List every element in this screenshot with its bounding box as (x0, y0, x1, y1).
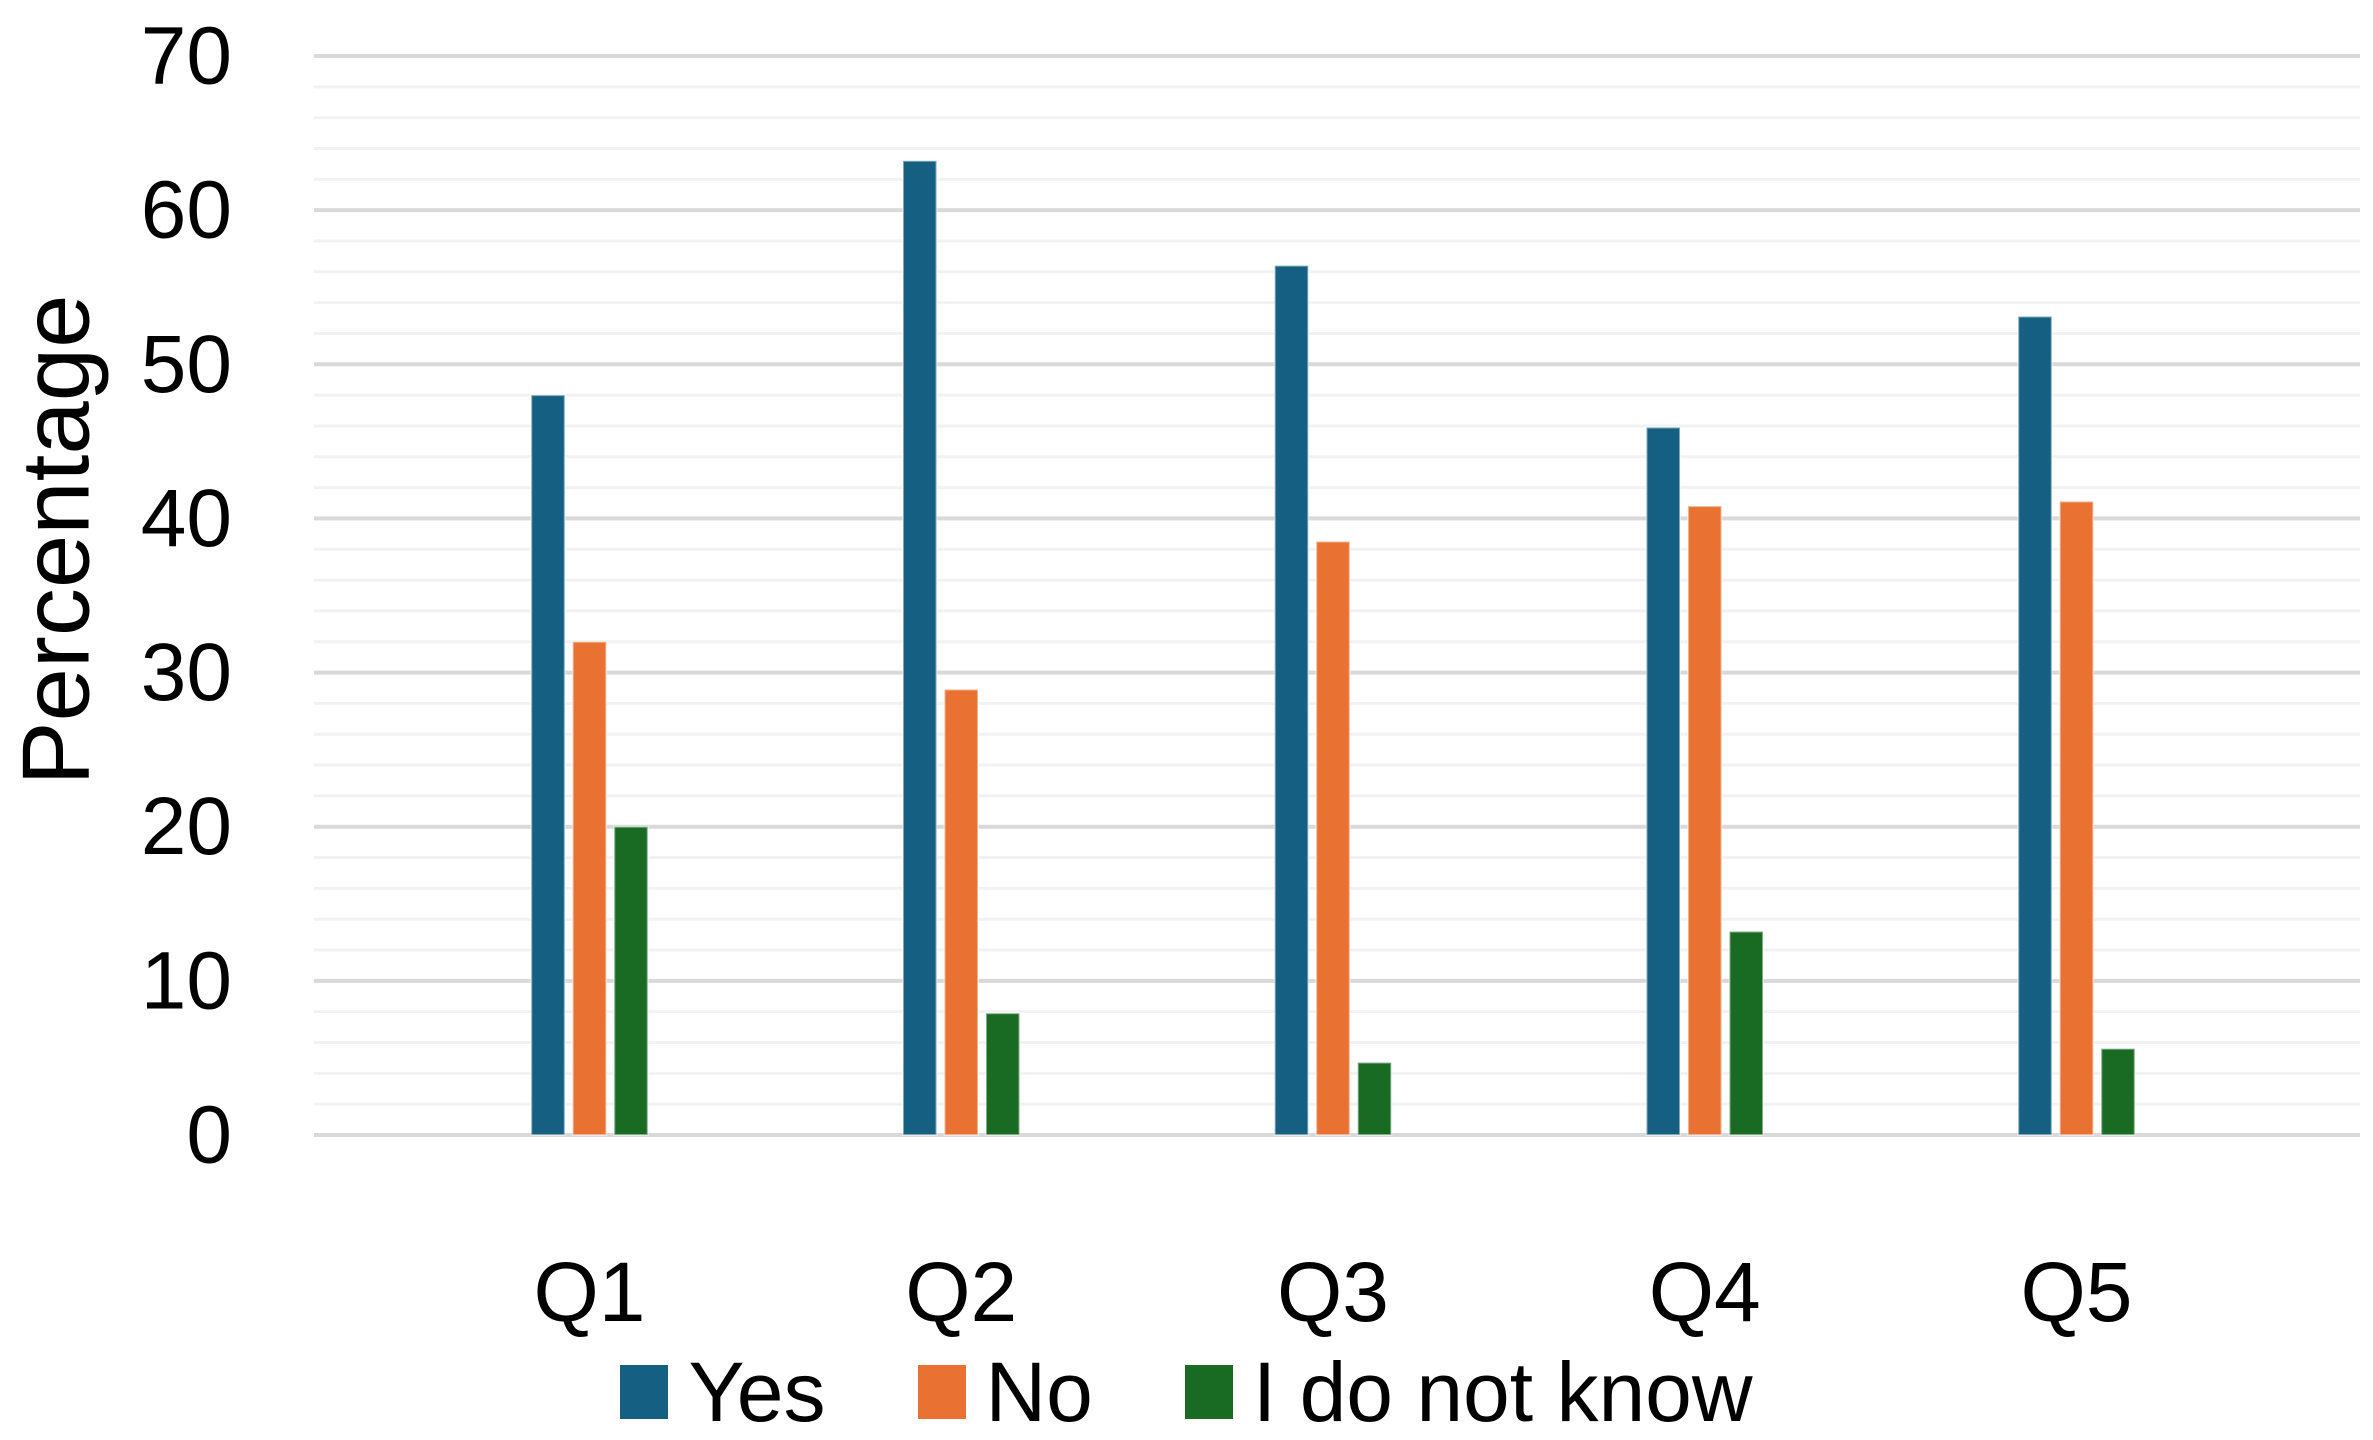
bar-q4-i-do-not-know (1728, 930, 1764, 1136)
x-axis-category-labels: Q1 Q2 Q3 Q4 Q5 (533, 1245, 2132, 1339)
bar-q2-no (943, 688, 979, 1137)
y-axis-tick-labels: 0 10 20 30 40 50 60 70 (141, 11, 232, 1181)
x-category-label: Q3 (1277, 1245, 1389, 1339)
bar-q3-i-do-not-know (1356, 1061, 1393, 1136)
x-category-label: Q2 (905, 1245, 1017, 1339)
legend-label: I do not know (1252, 1345, 1753, 1439)
x-category-label: Q4 (1649, 1245, 1761, 1339)
bar-q5-no (2058, 500, 2095, 1137)
bar-q5-yes (2017, 315, 2053, 1137)
legend-label: No (985, 1345, 1093, 1439)
bar-q1-i-do-not-know (613, 825, 649, 1136)
bar-q2-yes (902, 159, 938, 1136)
legend-swatch (917, 1365, 966, 1419)
y-tick-label: 60 (141, 165, 232, 256)
bar-q1-yes (530, 394, 566, 1137)
bar-q5-i-do-not-know (2100, 1047, 2136, 1137)
legend: Yes No I do not know (0, 1346, 2373, 1438)
legend-label: Yes (688, 1345, 826, 1439)
legend-swatch (1184, 1365, 1233, 1419)
x-category-label: Q1 (533, 1245, 645, 1339)
y-tick-label: 10 (141, 935, 232, 1026)
bar-q3-yes (1273, 264, 1310, 1136)
y-tick-label: 40 (141, 473, 232, 564)
y-tick-label: 30 (141, 627, 232, 718)
y-tick-label: 20 (141, 781, 232, 872)
legend-swatch (620, 1365, 669, 1419)
bar-series (530, 159, 2136, 1137)
bar-q1-no (571, 640, 608, 1136)
y-axis-title: Percentage (3, 294, 110, 785)
bar-q4-yes (1645, 426, 1681, 1136)
bar-q2-i-do-not-know (985, 1012, 1021, 1137)
legend-item-i-do-not-know: I do not know (1184, 1345, 1753, 1439)
y-tick-label: 70 (141, 11, 232, 102)
x-category-label: Q5 (2020, 1245, 2132, 1339)
legend-item-yes: Yes (620, 1345, 826, 1439)
y-tick-label: 0 (186, 1090, 232, 1181)
bar-q4-no (1687, 505, 1723, 1136)
bar-q3-no (1315, 540, 1351, 1136)
y-tick-label: 50 (141, 319, 232, 410)
legend-item-no: No (917, 1345, 1093, 1439)
